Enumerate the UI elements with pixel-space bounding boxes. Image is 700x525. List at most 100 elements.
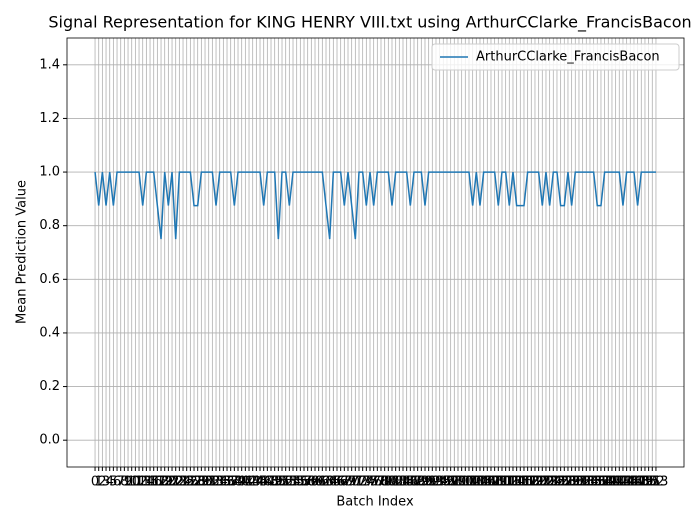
x-tick-label: 1 — [95, 475, 103, 490]
x-tick-label: 45 — [252, 475, 269, 490]
x-tick-label: 18 — [153, 475, 170, 490]
x-tick-label: 59 — [303, 475, 320, 490]
x-tick-label: 69 — [340, 475, 357, 490]
x-tick-label: 76 — [365, 475, 382, 490]
y-tick-label: 0.4 — [39, 325, 60, 340]
x-tick-label: 125 — [541, 475, 566, 490]
x-tick-label: 20 — [160, 475, 177, 490]
x-tick-label: 133 — [570, 475, 595, 490]
x-tick-label: 47 — [259, 475, 276, 490]
x-tick-label: 114 — [501, 475, 526, 490]
x-tick-label: 74 — [358, 475, 375, 490]
x-tick-label: 30 — [197, 475, 214, 490]
x-tick-label: 66 — [329, 475, 346, 490]
x-tick-label: 89 — [413, 475, 430, 490]
legend-label: ArthurCClarke_FrancisBacon — [476, 50, 660, 65]
x-tick-label: 15 — [142, 475, 159, 490]
x-tick-label: 144 — [611, 475, 636, 490]
x-tick-label: 32 — [204, 475, 221, 490]
x-tick-label: 130 — [559, 475, 584, 490]
x-tick-label: 126 — [545, 475, 570, 490]
x-tick-label: 123 — [534, 475, 559, 490]
x-tick-label: 0 — [91, 475, 99, 490]
x-tick-label: 139 — [592, 475, 617, 490]
x-tick-label: 36 — [219, 475, 236, 490]
x-tick-label: 151 — [636, 475, 661, 490]
x-tick-label: 101 — [453, 475, 478, 490]
x-tick-label: 33 — [208, 475, 225, 490]
x-tick-label: 102 — [457, 475, 482, 490]
x-tick-label: 142 — [603, 475, 628, 490]
x-tick-label: 145 — [614, 475, 639, 490]
x-tick-label: 65 — [325, 475, 342, 490]
y-tick-label: 0.8 — [39, 218, 60, 233]
x-tick-label: 87 — [406, 475, 423, 490]
x-tick-label: 56 — [292, 475, 309, 490]
x-tick-label: 132 — [567, 475, 592, 490]
x-tick-label: 118 — [515, 475, 540, 490]
x-tick-label: 122 — [530, 475, 555, 490]
x-tick-label: 104 — [464, 475, 489, 490]
x-tick-label: 153 — [644, 475, 669, 490]
x-tick-label: 57 — [296, 475, 313, 490]
x-tick-label: 119 — [519, 475, 544, 490]
x-tick-label: 105 — [468, 475, 493, 490]
x-tick-label: 152 — [640, 475, 665, 490]
x-tick-label: 100 — [449, 475, 474, 490]
x-tick-label: 93 — [428, 475, 445, 490]
x-tick-label: 85 — [398, 475, 415, 490]
y-tick-label: 0.2 — [39, 379, 60, 394]
x-tick-label: 6 — [113, 475, 121, 490]
y-axis-label: Mean Prediction Value — [15, 180, 30, 324]
x-tick-label: 54 — [285, 475, 302, 490]
x-tick-label: 39 — [230, 475, 247, 490]
x-tick-label: 141 — [600, 475, 625, 490]
x-tick-label: 43 — [244, 475, 261, 490]
x-tick-label: 52 — [277, 475, 294, 490]
x-tick-label: 42 — [241, 475, 258, 490]
x-tick-label: 121 — [526, 475, 551, 490]
x-tick-label: 83 — [391, 475, 408, 490]
x-tick-label: 4 — [106, 475, 114, 490]
y-tick-label: 0.6 — [39, 272, 60, 287]
x-tick-label: 110 — [486, 475, 511, 490]
y-tick-label: 1.0 — [39, 165, 60, 180]
x-tick-label: 34 — [211, 475, 228, 490]
x-tick-label: 35 — [215, 475, 232, 490]
x-tick-label: 38 — [226, 475, 243, 490]
x-tick-label: 23 — [171, 475, 188, 490]
x-tick-label: 19 — [156, 475, 173, 490]
x-tick-label: 40 — [233, 475, 250, 490]
x-tick-label: 41 — [237, 475, 254, 490]
x-tick-label: 127 — [548, 475, 573, 490]
x-tick-label: 3 — [102, 475, 110, 490]
x-tick-label: 53 — [281, 475, 298, 490]
x-tick-label: 90 — [417, 475, 434, 490]
x-tick-label: 115 — [504, 475, 529, 490]
x-tick-label: 138 — [589, 475, 614, 490]
x-tick-label: 78 — [373, 475, 390, 490]
x-tick-label: 31 — [200, 475, 217, 490]
chart-title: Signal Representation for KING HENRY VII… — [48, 13, 691, 33]
x-axis-label: Batch Index — [336, 495, 414, 510]
x-tick-label: 60 — [307, 475, 324, 490]
x-tick-label: 58 — [299, 475, 316, 490]
x-tick-label: 67 — [332, 475, 349, 490]
x-tick-label: 117 — [512, 475, 537, 490]
x-tick-label: 99 — [450, 475, 467, 490]
x-tick-label: 109 — [482, 475, 507, 490]
x-tick-label: 12 — [131, 475, 148, 490]
x-tick-label: 29 — [193, 475, 210, 490]
x-tick-label: 136 — [581, 475, 606, 490]
x-tick-label: 84 — [395, 475, 412, 490]
x-tick-label: 9 — [124, 475, 132, 490]
x-tick-label: 91 — [420, 475, 437, 490]
x-tick-label: 94 — [431, 475, 448, 490]
x-tick-label: 48 — [263, 475, 280, 490]
x-tick-label: 80 — [380, 475, 397, 490]
x-tick-label: 49 — [266, 475, 283, 490]
x-tick-label: 96 — [439, 475, 456, 490]
x-tick-label: 21 — [164, 475, 181, 490]
x-tick-label: 61 — [310, 475, 327, 490]
x-tick-label: 73 — [354, 475, 371, 490]
